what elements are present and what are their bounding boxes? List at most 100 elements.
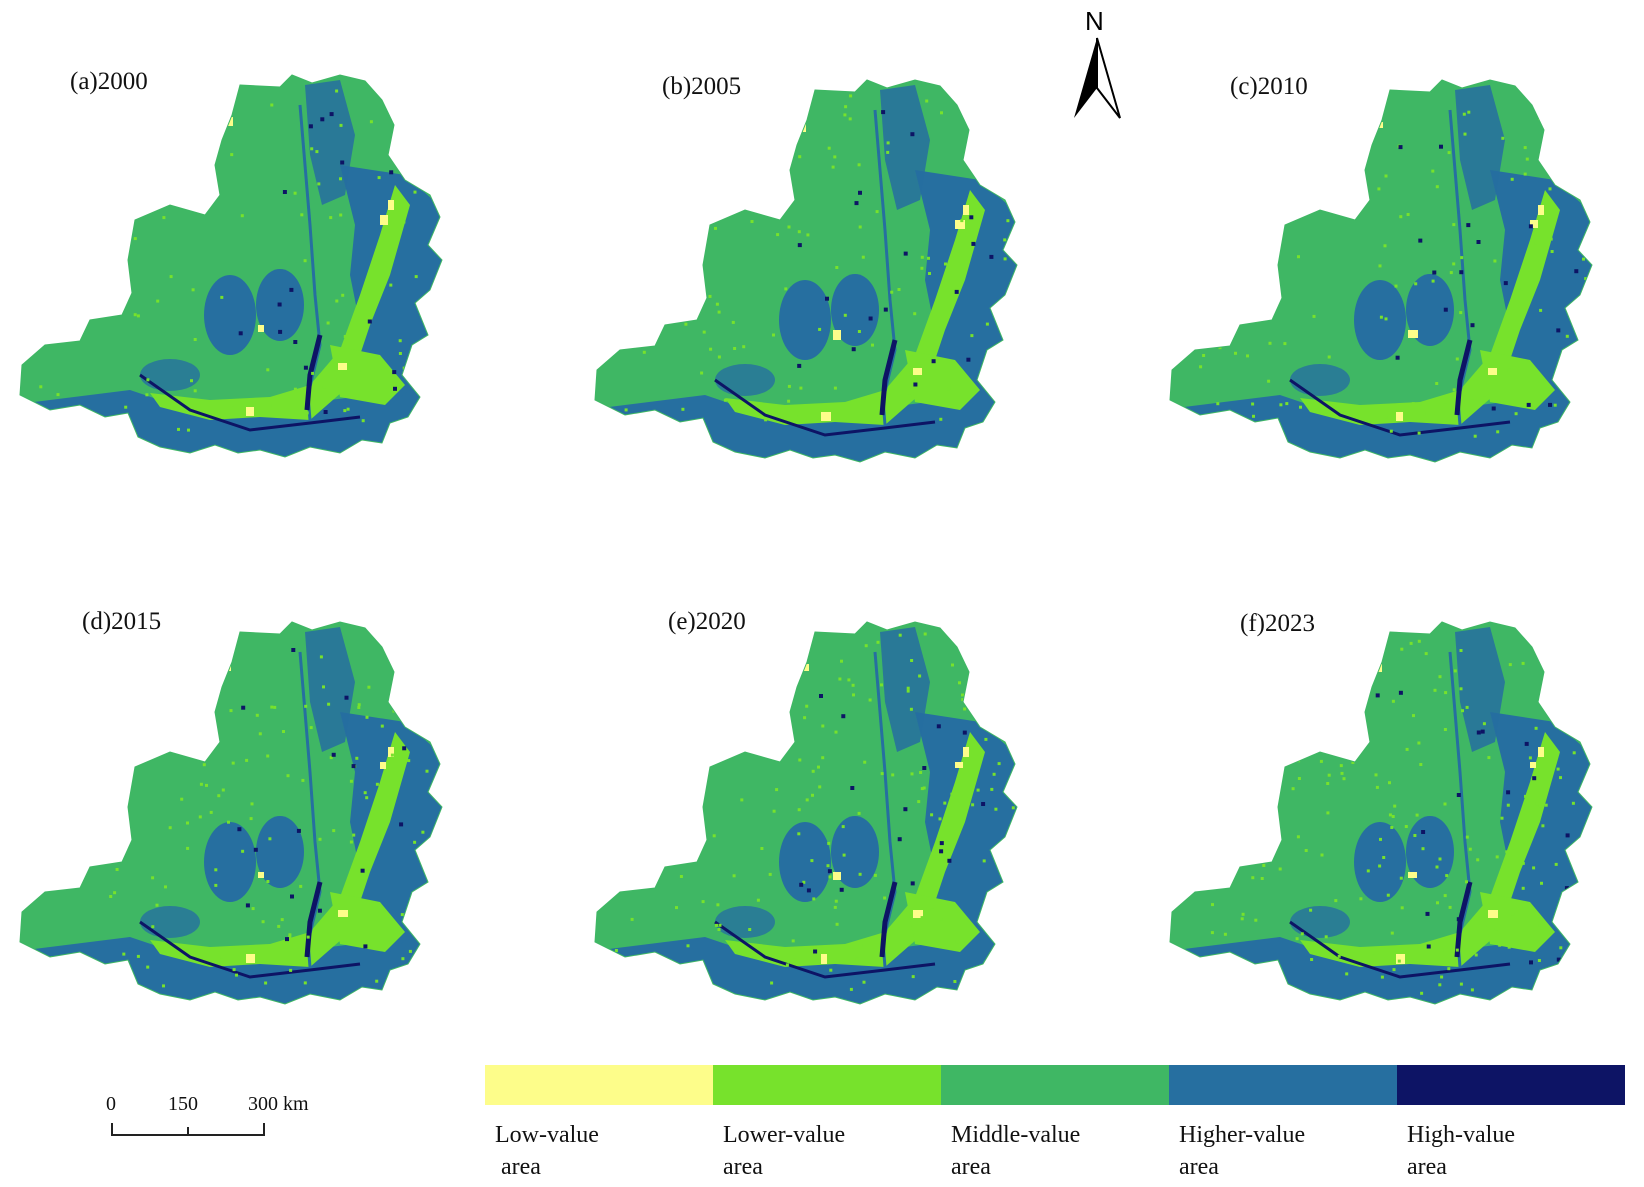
lower-value-pixel xyxy=(1468,847,1472,851)
lower-value-pixel xyxy=(1534,726,1538,730)
lower-value-pixel xyxy=(1465,835,1469,839)
lower-value-pixel xyxy=(1389,429,1393,433)
lower-value-pixel xyxy=(1262,102,1266,105)
lower-value-pixel xyxy=(990,787,994,791)
legend-swatch-low xyxy=(485,1065,713,1105)
lower-value-pixel xyxy=(818,327,822,331)
lower-value-pixel xyxy=(1585,699,1589,703)
low-value-spot xyxy=(1530,762,1536,768)
lower-value-pixel xyxy=(1375,785,1379,789)
lower-value-pixel xyxy=(963,707,967,711)
lower-value-pixel xyxy=(349,840,353,844)
lower-value-pixel xyxy=(805,704,809,708)
lower-value-pixel xyxy=(1595,157,1598,160)
lower-value-pixel xyxy=(840,659,843,663)
lower-value-pixel xyxy=(1214,832,1218,836)
lower-value-pixel xyxy=(772,333,775,337)
map-panel-2020 xyxy=(585,592,1065,1012)
lower-value-pixel xyxy=(868,698,872,702)
lower-value-pixel xyxy=(784,287,788,291)
lower-value-pixel xyxy=(913,312,917,316)
lower-value-pixel xyxy=(1377,187,1381,191)
lower-value-pixel xyxy=(1406,213,1410,216)
lower-value-pixel xyxy=(421,672,425,676)
lower-value-pixel xyxy=(188,107,192,111)
lower-value-pixel xyxy=(113,891,117,895)
high-value-pixel xyxy=(323,410,328,414)
lower-value-pixel xyxy=(798,758,802,762)
lower-value-pixel xyxy=(1541,824,1545,828)
low-value-spot xyxy=(970,110,978,120)
lower-value-pixel xyxy=(716,903,720,907)
lower-value-pixel xyxy=(365,796,369,800)
high-value-pixel xyxy=(320,117,325,122)
lower-value-pixel xyxy=(1203,206,1207,210)
lower-value-pixel xyxy=(1453,669,1457,673)
lower-value-pixel xyxy=(1583,893,1587,897)
region-outline xyxy=(19,621,443,1005)
lower-value-pixel xyxy=(132,699,136,703)
lower-value-pixel xyxy=(1268,341,1272,345)
lower-value-pixel xyxy=(1564,718,1567,722)
north-arrow-label: N xyxy=(1085,6,1104,36)
high-value-pixel xyxy=(962,730,967,735)
high-value-pixel xyxy=(1503,281,1508,286)
high-value-pixel xyxy=(819,694,823,698)
lower-value-pixel xyxy=(50,200,54,204)
lower-value-pixel xyxy=(1400,647,1404,651)
lower-value-pixel xyxy=(1337,954,1341,958)
lower-value-pixel xyxy=(270,705,274,709)
scale-bar xyxy=(111,1123,265,1136)
lower-value-pixel xyxy=(811,793,814,797)
lower-value-pixel xyxy=(1411,402,1415,406)
lower-value-pixel xyxy=(1243,215,1247,219)
legend-text-high: High-value area xyxy=(1397,1119,1625,1183)
lower-value-pixel xyxy=(1449,271,1453,275)
lower-value-pixel xyxy=(1321,127,1325,131)
lower-value-pixel xyxy=(657,98,661,102)
lower-value-pixel xyxy=(930,908,934,912)
lower-value-pixel xyxy=(311,371,315,375)
river-line xyxy=(139,373,361,432)
lower-value-pixel xyxy=(775,788,779,792)
lower-value-pixel xyxy=(136,314,140,318)
lower-value-pixel xyxy=(1388,781,1391,785)
lower-value-pixel xyxy=(1580,984,1584,988)
lower-value-pixel xyxy=(812,897,816,901)
lower-value-pixel xyxy=(61,961,65,965)
legend-text-lower: Lower-value area xyxy=(713,1119,941,1183)
higher-value-region xyxy=(204,822,256,902)
lower-value-pixel xyxy=(1514,412,1518,416)
high-value-pixel xyxy=(296,828,301,833)
high-value-pixel xyxy=(423,705,428,710)
lower-value-pixel xyxy=(1217,432,1221,436)
lower-value-pixel xyxy=(1279,403,1283,407)
lower-value-pixel xyxy=(142,636,145,640)
lower-value-pixel xyxy=(1597,718,1600,721)
lower-value-pixel xyxy=(231,761,235,765)
river-line xyxy=(879,339,898,416)
lower-value-pixel xyxy=(241,849,245,853)
lower-value-pixel xyxy=(1251,402,1255,406)
lower-value-pixel xyxy=(1443,802,1447,806)
lower-value-pixel xyxy=(261,920,265,924)
lower-value-pixel xyxy=(1009,980,1012,984)
lower-value-pixel xyxy=(1233,741,1237,745)
lower-value-pixel xyxy=(852,693,855,697)
lower-value-pixel xyxy=(1230,140,1233,144)
lower-value-pixel xyxy=(834,899,838,903)
low-value-spot xyxy=(980,912,990,921)
lower-value-pixel xyxy=(994,696,997,700)
lower-value-pixel xyxy=(1344,654,1348,658)
high-value-pixel xyxy=(351,764,356,769)
lower-value-pixel xyxy=(1549,237,1553,241)
lower-value-pixel xyxy=(875,210,879,214)
high-value-pixel xyxy=(966,357,971,362)
lower-value-pixel xyxy=(1433,688,1437,692)
lower-value-pixel xyxy=(36,126,40,130)
high-value-pixel xyxy=(827,869,832,874)
lower-value-pixel xyxy=(1548,187,1552,191)
lower-value-pixel xyxy=(711,688,715,692)
lower-value-pixel xyxy=(174,187,178,191)
lower-value-pixel xyxy=(1592,97,1595,100)
